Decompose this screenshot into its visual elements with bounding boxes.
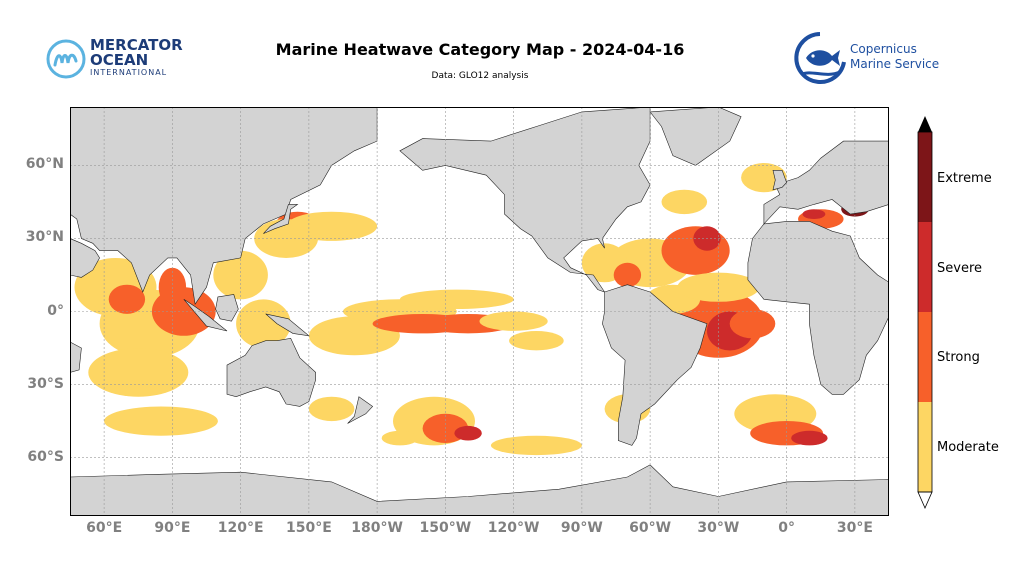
longitude-label: 30°W — [697, 520, 740, 536]
land-new-zealand — [347, 396, 374, 424]
colorbar-severe — [918, 222, 932, 312]
longitude-label: 180°W — [351, 520, 403, 536]
latitude-label: 60°N — [25, 156, 64, 173]
legend-colorbar — [917, 116, 933, 509]
longitude-label: 120°E — [217, 520, 264, 536]
legend-label-moderate: Moderate — [937, 440, 999, 455]
heatwave-patch — [479, 311, 548, 331]
map-border — [70, 107, 889, 516]
heatwave-patch — [286, 211, 378, 241]
land-eurasia — [69, 106, 378, 306]
mercator-logo-line1: MERCATOR — [90, 36, 183, 54]
heatwave-patch — [88, 348, 189, 397]
copernicus-marine-logo: Copernicus Marine Service — [790, 28, 950, 88]
heatwave-patch — [104, 406, 218, 436]
latitude-label: 30°S — [27, 375, 64, 392]
heatwave-patch — [399, 289, 514, 309]
copernicus-logo-line2: Marine Service — [850, 57, 940, 71]
land-arabia — [69, 238, 100, 278]
legend-label-extreme: Extreme — [937, 171, 992, 186]
land-layer — [67, 106, 890, 517]
longitude-label: 30°E — [836, 520, 873, 536]
latitude-label: 0° — [47, 302, 64, 319]
heatwave-patch — [454, 425, 482, 441]
heatwave-patch — [802, 209, 826, 219]
mercator-ocean-logo: MERCATOR OCEAN INTERNATIONAL — [44, 36, 204, 84]
copernicus-logo-line1: Copernicus — [850, 42, 917, 56]
mercator-logo-line2: OCEAN — [90, 51, 149, 69]
longitude-label: 120°W — [487, 520, 540, 536]
longitude-label: 60°E — [86, 520, 123, 536]
colorbar-lower-extend — [917, 491, 933, 509]
colorbar-upper-extend — [918, 116, 932, 132]
land-north-america — [399, 106, 651, 293]
copernicus-fish-icon — [794, 32, 846, 84]
heatwave-patch — [613, 262, 642, 288]
land-new-guinea — [265, 313, 310, 337]
mercator-logo-line3: INTERNATIONAL — [90, 68, 168, 77]
colorbar-moderate — [918, 402, 932, 492]
longitude-label: 150°W — [419, 520, 472, 536]
land-madagascar — [67, 340, 82, 373]
map-subtitle: Data: GLO12 analysis — [431, 71, 529, 81]
heatwave-patch — [661, 189, 708, 215]
heatwave-patch — [490, 435, 582, 456]
latitude-label: 60°S — [27, 448, 64, 465]
map-canvas — [67, 106, 890, 517]
latitude-label: 30°N — [25, 229, 64, 246]
legend-label-severe: Severe — [937, 261, 982, 276]
longitude-label: 90°W — [560, 520, 603, 536]
heatwave-patch — [381, 430, 419, 446]
heatwave-patch — [509, 331, 564, 351]
land-africa — [747, 221, 890, 395]
mercator-logo-icon — [46, 39, 86, 79]
heatwave-patch — [308, 396, 355, 422]
gridlines — [70, 107, 889, 516]
land-japan — [263, 204, 299, 234]
colorbar-strong — [918, 312, 932, 402]
heatwave-patch — [729, 309, 776, 339]
longitude-label: 150°E — [285, 520, 332, 536]
land-borneo — [215, 294, 239, 322]
land-sumatra-java — [183, 299, 228, 332]
land-australia — [226, 337, 316, 407]
heatwave-map — [67, 106, 890, 517]
land-south-america — [602, 284, 708, 446]
longitude-label: 90°E — [154, 520, 191, 536]
land-uk — [772, 169, 787, 191]
longitude-label: 0° — [778, 520, 795, 536]
land-greenland — [649, 106, 742, 166]
legend-label-strong: Strong — [937, 350, 980, 365]
colorbar-extreme — [918, 132, 932, 222]
map-title: Marine Heatwave Category Map - 2024-04-1… — [275, 40, 685, 59]
heatwave-patch — [791, 430, 828, 446]
heatwave-patch — [236, 299, 291, 348]
longitude-label: 60°W — [629, 520, 672, 536]
heatwave-patch — [108, 284, 146, 314]
